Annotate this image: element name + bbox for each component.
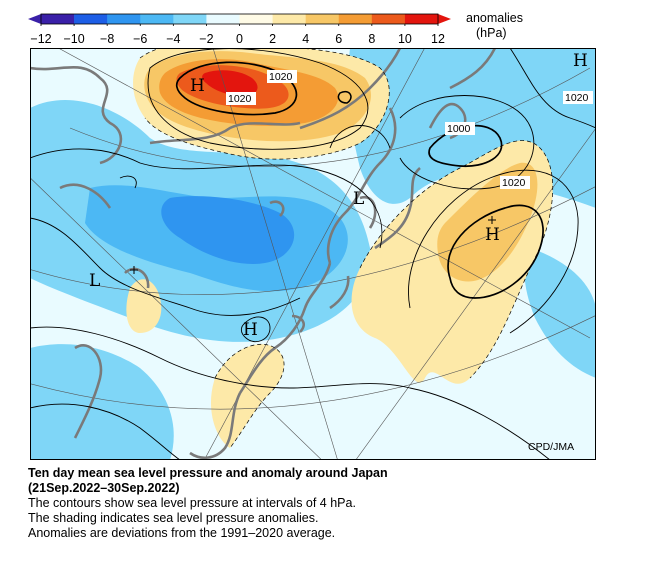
anomaly-zero-contours bbox=[139, 48, 554, 449]
colorbar-swatches bbox=[41, 14, 439, 24]
coastlines bbox=[30, 48, 497, 459]
map-caption: Ten day mean sea level pressure and anom… bbox=[28, 466, 628, 541]
caption-line-contours: The contours show sea level pressure at … bbox=[28, 496, 356, 510]
isobar-label: 1020 bbox=[228, 93, 252, 105]
map-credit: CPD/JMA bbox=[528, 441, 574, 453]
anomaly-colorbar: −12 −10 −8 −6 −4 −2 0 2 4 6 8 10 12 anomalies (hPa) bbox=[28, 11, 523, 46]
high-center-northeast: H bbox=[573, 51, 588, 71]
high-center-pacific: H bbox=[485, 225, 500, 245]
colorbar-tick-label: −6 bbox=[133, 32, 147, 46]
colorbar-swatch bbox=[305, 14, 340, 24]
isobar-label: 1020 bbox=[502, 177, 526, 189]
colorbar-swatch bbox=[173, 14, 207, 24]
caption-line-anomalies: Anomalies are deviations from the 1991–2… bbox=[28, 526, 336, 540]
center-markers bbox=[130, 216, 496, 274]
colorbar-tick-label: 6 bbox=[335, 32, 342, 46]
colorbar-title: anomalies bbox=[466, 11, 523, 25]
colorbar-swatch bbox=[74, 14, 108, 24]
map-frame bbox=[30, 48, 596, 460]
caption-title: Ten day mean sea level pressure and anom… bbox=[28, 466, 388, 480]
colorbar-tick-label: 0 bbox=[236, 32, 243, 46]
anomaly-area-negative-strong bbox=[161, 196, 295, 264]
colorbar-swatch bbox=[338, 14, 373, 24]
colorbar-swatch bbox=[272, 14, 306, 24]
colorbar-swatch bbox=[206, 14, 240, 24]
colorbar-swatch bbox=[41, 14, 75, 24]
low-center-west: L bbox=[89, 271, 100, 291]
colorbar-tick-label: 10 bbox=[398, 32, 412, 46]
colorbar-left-arrow bbox=[28, 14, 41, 24]
colorbar-tick-label: −8 bbox=[100, 32, 114, 46]
pressure-anomaly-map: H H H H L L 1020 1020 1020 1020 1000 CPD… bbox=[30, 48, 596, 460]
anomaly-area-negative-south bbox=[30, 344, 174, 460]
colorbar-swatch bbox=[239, 14, 273, 24]
colorbar-tick-label: 2 bbox=[269, 32, 276, 46]
colorbar-swatch bbox=[371, 14, 406, 24]
colorbar-tick-label: −12 bbox=[30, 32, 51, 46]
isobar-label: 1020 bbox=[269, 71, 293, 83]
isobar-label: 1000 bbox=[447, 123, 471, 135]
colorbar-unit: (hPa) bbox=[476, 26, 507, 40]
colorbar-tick-labels: −12 −10 −8 −6 −4 −2 0 2 4 6 8 10 12 bbox=[30, 24, 445, 46]
anomaly-area-positive-mongolia-max bbox=[202, 70, 258, 96]
high-center-mongolia: H bbox=[190, 76, 205, 96]
caption-line-shading: The shading indicates sea level pressure… bbox=[28, 511, 319, 525]
colorbar-tick-label: 8 bbox=[368, 32, 375, 46]
colorbar-tick-label: −4 bbox=[166, 32, 180, 46]
colorbar-swatch bbox=[404, 14, 439, 24]
colorbar-tick-label: 12 bbox=[431, 32, 445, 46]
colorbar-tick-label: −2 bbox=[199, 32, 213, 46]
high-center-south: H bbox=[243, 320, 258, 340]
anomaly-area-negative-east bbox=[524, 248, 596, 378]
colorbar-swatch bbox=[140, 14, 174, 24]
colorbar-swatch bbox=[107, 14, 141, 24]
isobar-label: 1020 bbox=[565, 92, 589, 104]
anomaly-area-positive-pacific-mid bbox=[437, 162, 538, 282]
isobar-label-group: 1020 1020 1020 1020 1000 bbox=[226, 70, 593, 189]
colorbar-tick-label: −10 bbox=[63, 32, 84, 46]
colorbar-right-arrow bbox=[438, 14, 451, 24]
low-center-japan-sea: L bbox=[353, 189, 364, 209]
caption-period: (21Sep.2022–30Sep.2022) bbox=[28, 481, 180, 495]
colorbar-tick-label: 4 bbox=[302, 32, 309, 46]
